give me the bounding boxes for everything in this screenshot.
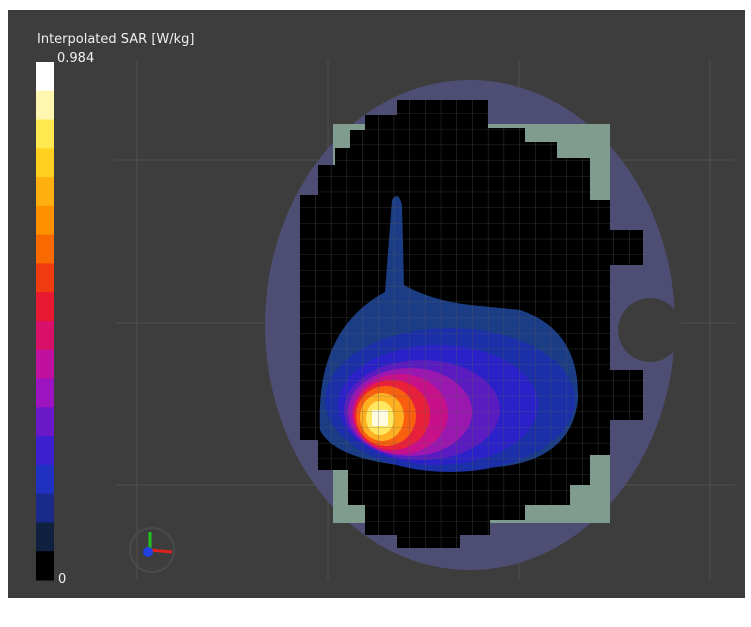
colorbar-segment xyxy=(36,148,54,178)
colorbar-segment xyxy=(36,551,54,581)
colorbar xyxy=(36,62,54,581)
tissue-region xyxy=(300,100,643,548)
colorbar-segment xyxy=(36,119,54,149)
colorbar-segment xyxy=(36,349,54,380)
colorbar-segment xyxy=(36,522,54,552)
colorbar-segment xyxy=(36,378,54,408)
colorbar-segment xyxy=(36,493,54,523)
colorbar-segment xyxy=(36,263,54,293)
colorbar-segment xyxy=(36,234,54,264)
colorbar-segment xyxy=(36,62,54,92)
colorbar-segment xyxy=(36,205,54,236)
colorbar-segment xyxy=(36,464,54,495)
colorbar-segment xyxy=(36,407,54,437)
colorbar-segment xyxy=(36,292,54,322)
axis-triad xyxy=(129,527,175,573)
colorbar-segment xyxy=(36,321,54,351)
colorbar-max-label: 0.984 xyxy=(57,51,94,66)
colorbar-segment xyxy=(36,90,54,121)
colorbar-segment xyxy=(36,436,54,466)
colorbar-title: Interpolated SAR [W/kg] xyxy=(37,32,195,47)
cutout xyxy=(618,298,682,362)
colorbar-segment xyxy=(36,177,54,207)
colorbar-min-label: 0 xyxy=(58,572,66,587)
